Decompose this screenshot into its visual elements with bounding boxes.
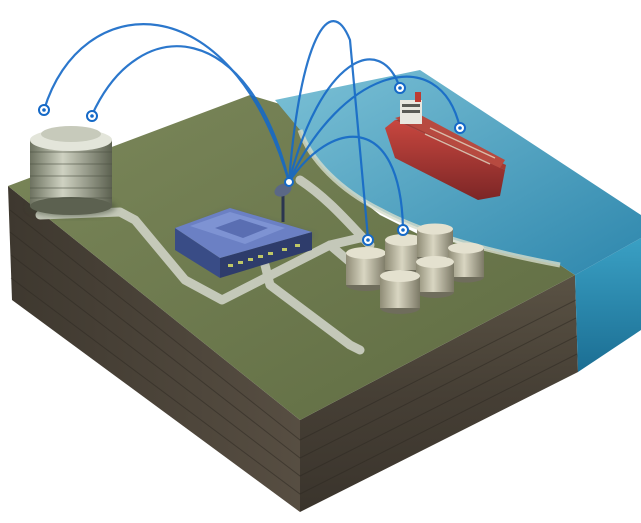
ground-surface: [8, 95, 575, 420]
building-right-wall: [220, 232, 312, 278]
link-path: [287, 20, 370, 239]
link-path: [288, 135, 405, 229]
wireless-links: [42, 20, 462, 239]
tank: [417, 223, 453, 263]
link-path: [90, 45, 291, 183]
tank: [346, 247, 386, 291]
building-left-wall: [175, 228, 220, 278]
tank: [380, 270, 420, 314]
shoreline: [297, 129, 561, 268]
link-path: [287, 58, 402, 183]
ship-hull: [385, 120, 505, 200]
soil-front-face: [8, 186, 300, 512]
water-side-face: [575, 238, 641, 372]
link-node-icon: [38, 104, 50, 116]
storage-silo: [28, 126, 116, 217]
link-node-icon: [86, 110, 98, 122]
link-node-icon: [397, 224, 409, 236]
link-path: [42, 23, 291, 183]
tank: [416, 256, 454, 298]
link-node-icon: [454, 122, 466, 134]
soil-strata: [9, 209, 578, 495]
link-node-icon: [394, 82, 406, 94]
oil-tanker: [385, 92, 506, 200]
link-hub-icon: [284, 177, 294, 187]
storage-tanks: [346, 223, 484, 314]
link-path: [287, 75, 462, 183]
control-building: [175, 208, 315, 278]
link-node-icon: [362, 234, 374, 246]
link-nodes: [38, 82, 466, 246]
